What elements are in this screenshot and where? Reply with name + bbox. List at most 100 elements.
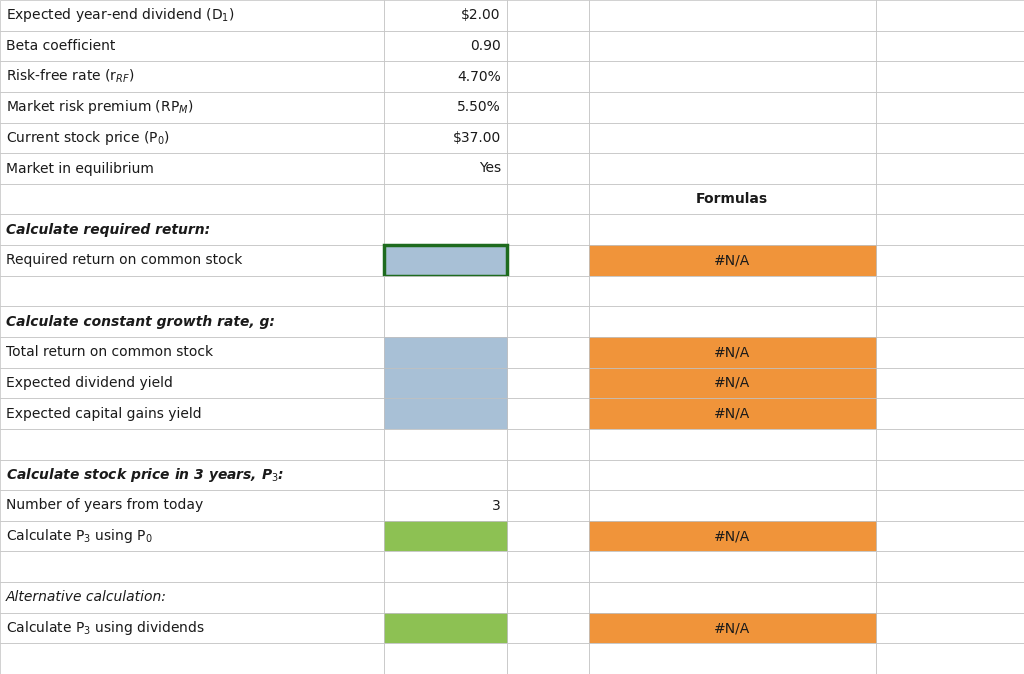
Bar — [589, 337, 876, 367]
Bar — [384, 613, 507, 644]
Bar — [507, 92, 589, 123]
Bar — [0, 153, 384, 184]
Text: Calculate required return:: Calculate required return: — [6, 223, 210, 237]
Bar — [507, 644, 589, 674]
Text: Alternative calculation:: Alternative calculation: — [6, 590, 167, 605]
Text: Beta coefficient: Beta coefficient — [6, 39, 116, 53]
Text: #N/A: #N/A — [714, 621, 751, 635]
Bar — [384, 92, 507, 123]
Bar — [384, 153, 507, 184]
Bar — [384, 214, 507, 245]
Text: Required return on common stock: Required return on common stock — [6, 253, 243, 268]
Bar — [507, 460, 589, 490]
Bar — [589, 367, 876, 398]
Bar — [0, 184, 384, 214]
Text: Yes: Yes — [478, 162, 501, 175]
Bar — [876, 460, 1024, 490]
Bar — [876, 0, 1024, 30]
Text: #N/A: #N/A — [714, 376, 751, 390]
Bar — [507, 276, 589, 307]
Text: Current stock price (P$_0$): Current stock price (P$_0$) — [6, 129, 170, 147]
Text: $37.00: $37.00 — [453, 131, 501, 145]
Bar — [507, 214, 589, 245]
Bar — [0, 0, 384, 30]
Bar — [384, 644, 507, 674]
Text: Formulas: Formulas — [696, 192, 768, 206]
Bar — [507, 184, 589, 214]
Bar — [589, 490, 876, 521]
Bar — [507, 30, 589, 61]
Bar — [876, 551, 1024, 582]
Bar — [0, 30, 384, 61]
Bar — [384, 521, 507, 551]
Bar — [507, 337, 589, 367]
Bar — [589, 613, 876, 644]
Bar — [384, 582, 507, 613]
Bar — [876, 123, 1024, 153]
Bar — [0, 613, 384, 644]
Bar — [876, 644, 1024, 674]
Bar — [0, 582, 384, 613]
Bar — [0, 521, 384, 551]
Bar — [0, 245, 384, 276]
Bar — [0, 123, 384, 153]
Text: Risk-free rate (r$_{RF}$): Risk-free rate (r$_{RF}$) — [6, 68, 135, 86]
Bar — [507, 551, 589, 582]
Bar — [384, 429, 507, 460]
Bar — [384, 0, 507, 30]
Text: $2.00: $2.00 — [461, 8, 501, 22]
Bar — [0, 644, 384, 674]
Bar — [876, 92, 1024, 123]
Bar — [589, 367, 876, 398]
Bar — [589, 460, 876, 490]
Bar — [589, 0, 876, 30]
Bar — [384, 276, 507, 307]
Bar — [384, 184, 507, 214]
Bar — [876, 307, 1024, 337]
Bar — [507, 582, 589, 613]
Bar — [384, 398, 507, 429]
Bar — [0, 490, 384, 521]
Text: Calculate P$_3$ using dividends: Calculate P$_3$ using dividends — [6, 619, 205, 637]
Text: Calculate constant growth rate, g:: Calculate constant growth rate, g: — [6, 315, 275, 329]
Bar — [507, 245, 589, 276]
Bar — [876, 61, 1024, 92]
Bar — [384, 460, 507, 490]
Bar — [384, 521, 507, 551]
Bar — [876, 490, 1024, 521]
Bar — [876, 367, 1024, 398]
Bar — [384, 245, 507, 276]
Text: #N/A: #N/A — [714, 345, 751, 359]
Bar — [589, 582, 876, 613]
Bar — [0, 276, 384, 307]
Bar — [876, 276, 1024, 307]
Bar — [876, 337, 1024, 367]
Bar — [384, 61, 507, 92]
Bar — [589, 245, 876, 276]
Bar — [384, 613, 507, 644]
Bar — [0, 551, 384, 582]
Bar — [0, 214, 384, 245]
Bar — [589, 613, 876, 644]
Bar — [0, 307, 384, 337]
Text: #N/A: #N/A — [714, 406, 751, 421]
Text: 3: 3 — [492, 499, 501, 512]
Bar — [0, 367, 384, 398]
Bar — [876, 429, 1024, 460]
Bar — [876, 153, 1024, 184]
Bar — [589, 61, 876, 92]
Text: Expected year-end dividend (D$_1$): Expected year-end dividend (D$_1$) — [6, 6, 234, 24]
Bar — [589, 429, 876, 460]
Bar — [507, 367, 589, 398]
Bar — [589, 398, 876, 429]
Bar — [589, 123, 876, 153]
Bar — [876, 582, 1024, 613]
Bar — [384, 245, 507, 276]
Text: #N/A: #N/A — [714, 253, 751, 268]
Bar — [384, 490, 507, 521]
Bar — [589, 551, 876, 582]
Bar — [384, 337, 507, 367]
Text: #N/A: #N/A — [714, 529, 751, 543]
Bar — [507, 429, 589, 460]
Bar — [876, 30, 1024, 61]
